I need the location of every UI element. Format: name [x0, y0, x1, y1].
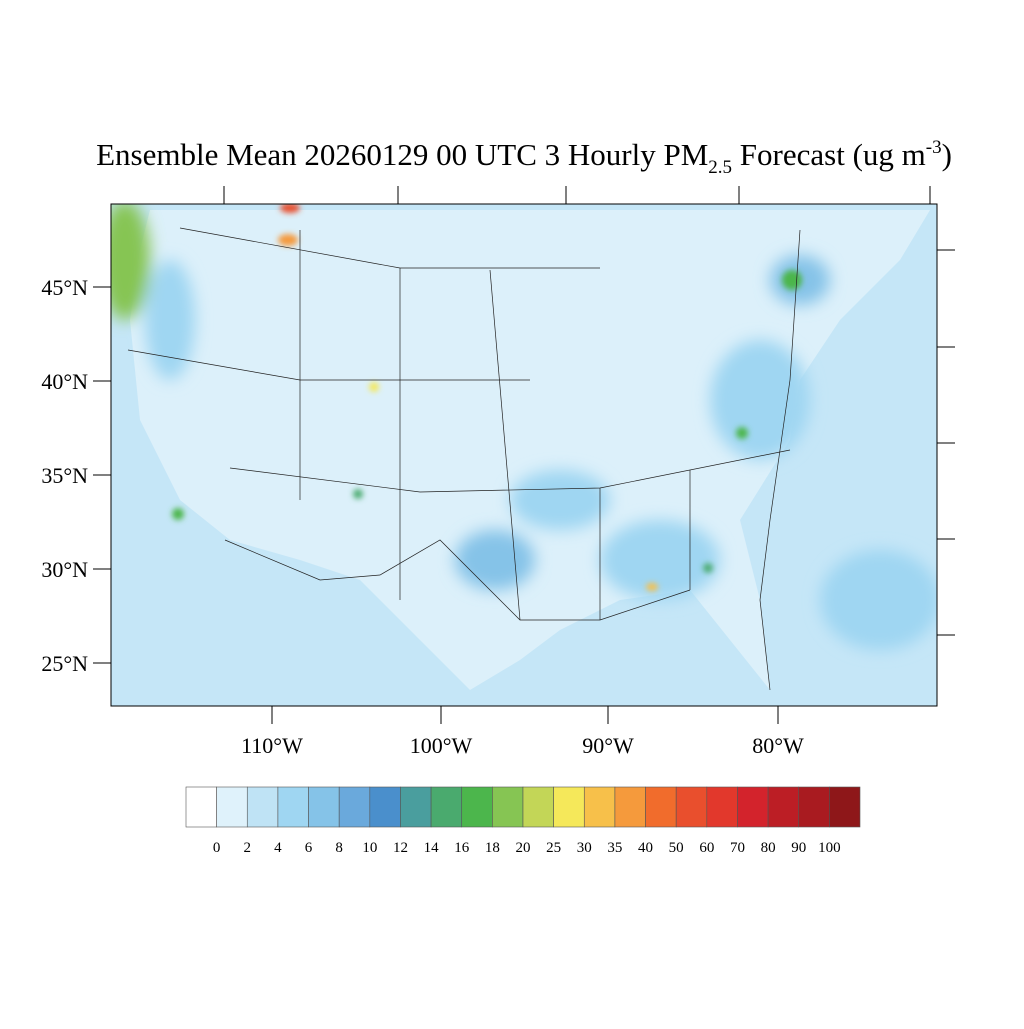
lat-label: 25°N: [41, 651, 88, 676]
colorbar-label: 35: [607, 840, 622, 856]
colorbar-label: 25: [546, 840, 561, 856]
colorbar-box: [492, 786, 524, 828]
title-end: ): [942, 137, 952, 172]
colorbar-box: [277, 786, 309, 828]
colorbar-label: 50: [669, 840, 684, 856]
colorbar-box: [216, 786, 248, 828]
colorbar-box: [798, 786, 830, 828]
colorbar: 0 2 4 6 8 10 12 14 16 18 20 25 30 35 40 50 60 70 80 90 100: [185, 786, 861, 856]
colorbar-box: [369, 786, 401, 828]
colorbar-label: 100: [818, 840, 841, 856]
hotspots: [172, 204, 802, 591]
lon-label: 100°W: [410, 733, 473, 758]
colorbar-box: [737, 786, 769, 828]
colorbar-label: 90: [791, 840, 806, 856]
colorbar-box: [400, 786, 432, 828]
colorbar-box: [185, 786, 217, 828]
title: Ensemble Mean 20260129 00 UTC 3 Hourly P…: [96, 137, 952, 178]
colorbar-label: 60: [699, 840, 714, 856]
colorbar-box: [829, 786, 861, 828]
colorbar-box: [338, 786, 371, 828]
title-superscript: -3: [926, 137, 942, 158]
colorbar-label: 70: [730, 840, 745, 856]
title-main: Ensemble Mean 20260129 00 UTC 3 Hourly P…: [96, 137, 708, 172]
lon-label: 90°W: [582, 733, 634, 758]
colorbar-label: 18: [485, 840, 500, 856]
colorbar-box: [522, 786, 554, 828]
frame-ticks: [93, 186, 955, 724]
colorbar-label: 10: [362, 840, 377, 856]
colorbar-label: 30: [577, 840, 592, 856]
land-field: [130, 210, 930, 690]
lon-label: 110°W: [241, 733, 303, 758]
colorbar-label: 6: [305, 840, 313, 856]
colorbar-box: [645, 786, 677, 828]
title-subscript: 2.5: [708, 157, 732, 178]
colorbar-box: [614, 786, 646, 828]
map-frame: [110, 203, 938, 707]
colorbar-box: [553, 786, 585, 828]
colorbar-label: 0: [213, 840, 221, 856]
map-field: [111, 204, 937, 706]
colorbar-label: 40: [638, 840, 653, 856]
lat-label: 40°N: [41, 369, 88, 394]
colorbar-label: 2: [244, 840, 252, 856]
colorbar-label: 12: [393, 840, 408, 856]
title-rest: Forecast (ug m: [732, 137, 926, 172]
colorbar-label: 16: [454, 840, 470, 856]
colorbar-box: [675, 786, 708, 828]
colorbar-label: 14: [424, 840, 440, 856]
colorbar-label: 8: [335, 840, 343, 856]
lat-label: 45°N: [41, 275, 88, 300]
axis-labels: 45°N 40°N 35°N 30°N 25°N 110°W 100°W 90°W 80°W: [41, 275, 804, 758]
colorbar-box: [767, 786, 800, 828]
lat-label: 30°N: [41, 557, 88, 582]
lon-label: 80°W: [752, 733, 804, 758]
colorbar-label: 20: [516, 840, 531, 856]
colorbar-label: 80: [761, 840, 776, 856]
colorbar-label: 4: [274, 840, 282, 856]
colorbar-box: [706, 786, 738, 828]
colorbar-box: [308, 786, 340, 828]
lat-label: 35°N: [41, 463, 88, 488]
colorbar-box: [583, 786, 616, 828]
colorbar-box: [461, 786, 493, 828]
boundaries: [127, 227, 801, 691]
colorbar-box: [430, 786, 463, 828]
colorbar-box: [246, 786, 279, 828]
